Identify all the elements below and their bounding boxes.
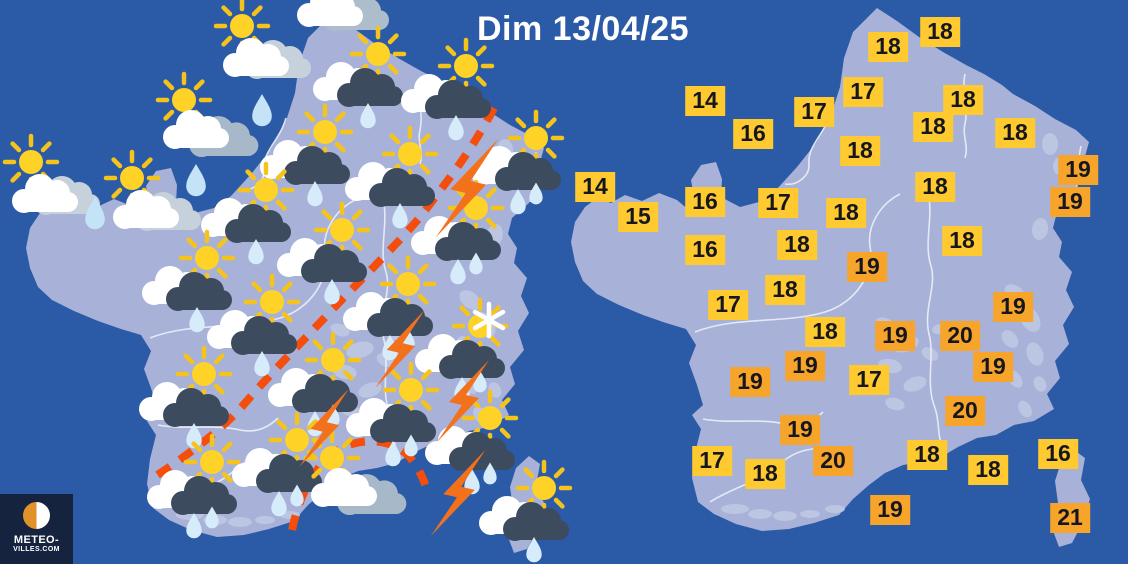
lightning-icon [299,389,349,467]
temperature-badge: 18 [907,440,947,470]
weather-symbols-map [2,0,573,563]
weather-icon-scr1 [401,37,495,141]
temperature-badge: 18 [868,32,908,62]
weather-icon-scr2 [147,433,241,539]
temperature-badge: 19 [730,367,770,397]
temperature-badge: 14 [685,86,725,116]
temperature-badge: 19 [847,252,887,282]
weather-icon-scr2 [343,255,437,361]
temperature-badge: 19 [1058,155,1098,185]
lightning-icon [435,139,499,238]
temperature-badge: 19 [993,292,1033,322]
weather-icon-sc2 [155,71,259,158]
lightning-icon [375,310,425,388]
lightning-icon [430,450,486,537]
temperature-badge: 19 [1050,187,1090,217]
date-title: Dim 13/04/25 [476,10,690,48]
temperature-badge: 16 [1038,439,1078,469]
weather-icon-scr1 [277,201,371,305]
weather-icons-layer [2,0,573,563]
temperature-badge: 19 [973,352,1013,382]
weather-icon-sc2 [303,429,407,516]
meteo-villes-logo: METEO- VILLES.COM [0,494,73,564]
temperature-badge: 19 [875,321,915,351]
weather-icon-scr1 [139,345,233,449]
weather-icon-scr1 [260,103,354,207]
weather-icon-scr1 [345,125,439,229]
weather-icon-drop [252,94,272,127]
weather-icon-scr2 [415,297,509,403]
weather-icon-sc [103,149,201,231]
temperature-badge: 20 [945,396,985,426]
temperature-badge: 18 [915,172,955,202]
weather-icon-sc [213,0,311,79]
weather-icon-cloud [297,0,389,31]
weather-icon-sc [2,133,100,215]
weather-icon-scr2 [411,179,505,285]
weather-icon-scr2 [232,411,326,517]
temperature-badge: 17 [794,97,834,127]
lightning-layer [299,139,499,537]
temperature-badge: 18 [920,17,960,47]
temperature-badge: 18 [805,317,845,347]
temperature-badge: 18 [777,230,817,260]
temperature-badge: 19 [780,415,820,445]
weather-icon-scr1 [142,229,236,333]
temperature-badge: 17 [692,446,732,476]
logo-text-line1: METEO- [13,534,60,546]
temperature-badge: 20 [940,321,980,351]
temperature-badge: 18 [765,275,805,305]
temperature-badge: 18 [942,226,982,256]
temperature-badge: 19 [870,495,910,525]
temperature-badge: 18 [943,85,983,115]
weather-icon-scr1 [207,273,301,377]
weather-icon-scr2 [425,389,519,495]
temperature-badge: 16 [685,187,725,217]
temperature-badge: 17 [843,77,883,107]
temperature-badge: 15 [618,202,658,232]
temperature-badge: 16 [685,235,725,265]
snowflake-icon [472,301,506,339]
weather-icon-drop [85,197,105,230]
temperature-badge: 20 [813,446,853,476]
temperature-badge: 19 [785,351,825,381]
temperature-badge: 14 [575,172,615,202]
temperature-badge: 16 [733,119,773,149]
weather-icon-scr2 [268,331,362,437]
meteo-villes-logo-icon [23,502,50,529]
weather-icon-scr2 [346,361,440,467]
weather-icon-drop [186,164,206,197]
temperature-badge: 18 [826,198,866,228]
weather-icon-scr1 [479,459,573,563]
temperature-badge: 18 [840,136,880,166]
temperature-badge: 17 [849,365,889,395]
weather-fronts [147,106,498,531]
lightning-icon [437,360,489,442]
temperature-badge: 21 [1050,503,1090,533]
temperature-badge: 18 [995,118,1035,148]
front-line [147,106,498,484]
temperature-badge: 18 [745,459,785,489]
weather-icon-scr1 [313,25,407,129]
temperature-badge: 18 [913,112,953,142]
temperature-badge: 18 [968,455,1008,485]
temperature-badge: 17 [708,290,748,320]
front-line [288,437,432,531]
temperature-badge: 17 [758,188,798,218]
logo-text-line2: VILLES.COM [13,546,60,553]
